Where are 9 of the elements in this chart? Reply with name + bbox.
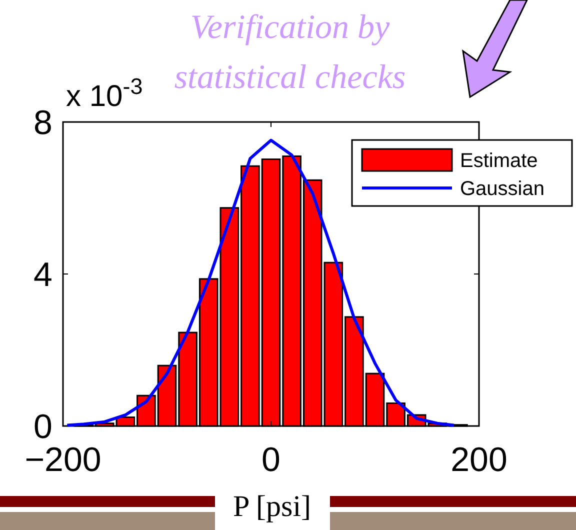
legend-label: Gaussian (460, 178, 544, 200)
x-tick-label: 200 (450, 441, 508, 479)
x-axis-title: P [psi] (232, 490, 312, 523)
x-tick-label: 0 (262, 441, 280, 479)
legend-label: Estimate (460, 150, 538, 172)
y-tick-label: 8 (34, 104, 52, 142)
text: x 10$^{-3}$ (66, 74, 143, 113)
text: Verification by statistical checks (174, 9, 406, 96)
y-tick-label: 4 (34, 256, 52, 294)
